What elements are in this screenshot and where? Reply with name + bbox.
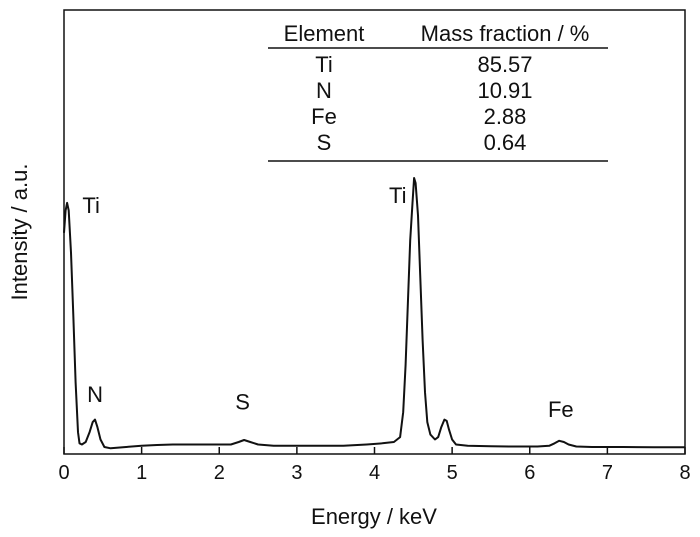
peak-annotations: Ti N S Ti Fe: [82, 183, 573, 422]
inset-table: Element Mass fraction / % Ti 85.57 N 10.91 Fe 2…: [268, 21, 608, 162]
series-line: [63, 177, 685, 450]
peak-label: Fe: [548, 397, 574, 422]
peak-label: Ti: [82, 193, 100, 218]
y-axis-label: Intensity / a.u.: [7, 164, 32, 301]
peak-label: S: [235, 390, 250, 415]
table-cell-element: S: [317, 130, 332, 155]
x-tick-label: 3: [291, 462, 302, 484]
table-cell-mass-fraction: 0.64: [484, 130, 527, 155]
table-header-mass-fraction: Mass fraction / %: [421, 21, 590, 46]
table-cell-mass-fraction: 85.57: [477, 52, 532, 77]
x-axis-ticks: [63, 447, 686, 454]
x-tick-label: 4: [369, 462, 380, 484]
x-tick-label: 8: [679, 462, 690, 484]
table-cell-mass-fraction: 2.88: [484, 104, 527, 129]
x-axis-tick-labels: 0 1 2 3 4 5 6 7 8: [58, 462, 690, 484]
x-tick-label: 2: [214, 462, 225, 484]
table-cell-element: N: [316, 78, 332, 103]
table-cell-element: Fe: [311, 104, 337, 129]
table-cell-element: Ti: [315, 52, 333, 77]
x-tick-label: 7: [602, 462, 613, 484]
peak-label: N: [87, 382, 103, 407]
table-cell-mass-fraction: 10.91: [477, 78, 532, 103]
x-tick-label: 5: [447, 462, 458, 484]
x-tick-label: 1: [136, 462, 147, 484]
x-tick-label: 6: [524, 462, 535, 484]
x-axis-label: Energy / keV: [311, 504, 437, 529]
table-header-element: Element: [284, 21, 365, 46]
x-tick-label: 0: [58, 462, 69, 484]
peak-label: Ti: [389, 183, 407, 208]
plot-frame: [63, 9, 686, 455]
